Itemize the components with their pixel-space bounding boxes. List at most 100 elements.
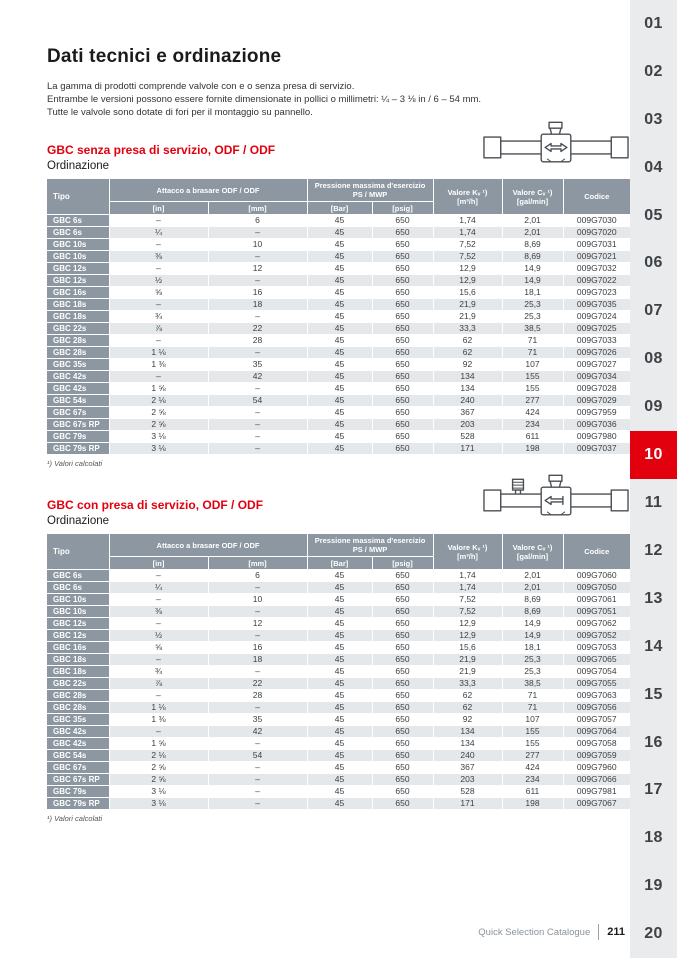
row-cell: 009G7022 xyxy=(563,274,631,287)
col-header-kv: Valore Kᵥ ¹) [m³/h] xyxy=(432,533,503,570)
row-cell: 009G7051 xyxy=(563,605,631,618)
row-cell: – xyxy=(208,250,308,263)
row-cell: 650 xyxy=(372,737,434,750)
col-header-tipo: Tipo xyxy=(47,533,110,570)
row-cell: 16 xyxy=(208,641,308,654)
row-cell: 155 xyxy=(502,737,564,750)
row-cell: 10 xyxy=(208,238,308,251)
row-cell: 45 xyxy=(307,605,373,618)
row-cell: 171 xyxy=(433,797,503,810)
row-cell: 71 xyxy=(502,701,564,714)
table-row: GBC 79s RP 3 ⅛ –45 650 171 198 009G7067 xyxy=(47,797,631,810)
row-type-label: GBC 79s RP xyxy=(47,797,110,810)
row-cell: 240 xyxy=(433,394,503,407)
chapter-tab-04: 04 xyxy=(644,158,663,176)
intro-text: La gamma di prodotti comprende valvole c… xyxy=(47,80,630,119)
row-cell: 1 ⅝ xyxy=(109,382,209,395)
row-cell: 45 xyxy=(307,418,373,431)
col-subheader-bar: [Bar] xyxy=(306,556,373,570)
row-type-label: GBC 79s xyxy=(47,430,110,443)
row-cell: 45 xyxy=(307,430,373,443)
row-type-label: GBC 42s xyxy=(47,737,110,750)
row-cell: 009G7023 xyxy=(563,286,631,299)
row-type-label: GBC 42s xyxy=(47,725,110,738)
row-cell: 7,52 xyxy=(433,238,503,251)
row-cell: 45 xyxy=(307,773,373,786)
row-cell: 14,9 xyxy=(502,629,564,642)
row-type-label: GBC 42s xyxy=(47,370,110,383)
row-cell: ¼ xyxy=(109,581,209,594)
row-cell: 14,9 xyxy=(502,262,564,275)
row-cell: 009G7960 xyxy=(563,761,631,774)
col-subheader-bar: [Bar] xyxy=(306,201,373,215)
row-cell: 38,5 xyxy=(502,322,564,335)
row-cell: 009G7026 xyxy=(563,346,631,359)
row-cell: 71 xyxy=(502,334,564,347)
intro-line: Entrambe le versioni possono essere forn… xyxy=(47,94,482,105)
row-cell: 45 xyxy=(307,629,373,642)
row-cell: 650 xyxy=(372,226,434,239)
kv-line2: [m³/h] xyxy=(457,196,478,206)
row-cell: 203 xyxy=(433,773,503,786)
row-cell: 424 xyxy=(502,406,564,419)
row-cell: 650 xyxy=(372,701,434,714)
chapter-tab-19: 19 xyxy=(644,877,663,895)
intro-line: Tutte le valvole sono dotate di fori per… xyxy=(47,107,313,118)
row-cell: 1 ⅛ xyxy=(109,701,209,714)
row-cell: 650 xyxy=(372,382,434,395)
row-cell: 45 xyxy=(307,382,373,395)
row-cell: 277 xyxy=(502,749,564,762)
row-cell: 155 xyxy=(502,725,564,738)
row-cell: 650 xyxy=(372,689,434,702)
row-cell: – xyxy=(208,773,308,786)
row-cell: – xyxy=(109,298,209,311)
row-cell: 45 xyxy=(307,641,373,654)
table-header: Tipo Attacco a brasare ODF / ODF Pressio… xyxy=(47,178,631,215)
row-cell: 2,01 xyxy=(502,214,564,227)
cv-line1: Valore Cᵥ ¹) xyxy=(512,542,553,552)
col-subheader-in: [in] xyxy=(109,556,209,570)
row-cell: 528 xyxy=(433,430,503,443)
row-cell: – xyxy=(208,761,308,774)
row-cell: 18 xyxy=(208,653,308,666)
row-cell: 28 xyxy=(208,689,308,702)
row-cell: 1,74 xyxy=(433,569,503,582)
row-cell: 92 xyxy=(433,358,503,371)
row-cell: – xyxy=(208,226,308,239)
row-cell: 424 xyxy=(502,761,564,774)
row-cell: 009G7064 xyxy=(563,725,631,738)
row-cell: 107 xyxy=(502,713,564,726)
row-cell: 009G7061 xyxy=(563,593,631,606)
table-row: GBC 35s 1 ⅜ 35 45 650 92 107 009G7057 xyxy=(47,713,631,726)
row-cell: – xyxy=(208,430,308,443)
col-header-tipo: Tipo xyxy=(47,178,110,215)
row-cell: 009G7981 xyxy=(563,785,631,798)
chapter-tab-11: 11 xyxy=(644,494,663,512)
row-cell: 234 xyxy=(502,418,564,431)
table-row: GBC 12s ½ –45 650 12,9 14,9 009G7022 xyxy=(47,274,631,287)
row-cell: 650 xyxy=(372,605,434,618)
row-cell: 009G7980 xyxy=(563,430,631,443)
footer-divider xyxy=(598,924,600,940)
row-cell: 234 xyxy=(502,773,564,786)
row-cell: 45 xyxy=(307,581,373,594)
row-cell: 54 xyxy=(208,749,308,762)
row-cell: 25,3 xyxy=(502,653,564,666)
ordering-table-con-presa: Tipo Attacco a brasare ODF / ODF Pressio… xyxy=(47,533,631,810)
catalogue-name: Quick Selection Catalogue xyxy=(478,926,591,938)
row-cell: 22 xyxy=(208,677,308,690)
row-cell: 45 xyxy=(307,310,373,323)
row-cell: 650 xyxy=(372,713,434,726)
row-cell: 45 xyxy=(307,569,373,582)
row-cell: 12,9 xyxy=(433,629,503,642)
row-cell: 650 xyxy=(372,653,434,666)
row-cell: 21,9 xyxy=(433,653,503,666)
row-cell: 009G7059 xyxy=(563,749,631,762)
row-cell: 45 xyxy=(307,298,373,311)
row-cell: ½ xyxy=(109,629,209,642)
row-cell: 6 xyxy=(208,569,308,582)
ball-valve-icon xyxy=(483,121,629,163)
row-type-label: GBC 6s xyxy=(47,569,110,582)
chapter-tab-10: 10 xyxy=(630,431,677,480)
row-cell: 650 xyxy=(372,749,434,762)
